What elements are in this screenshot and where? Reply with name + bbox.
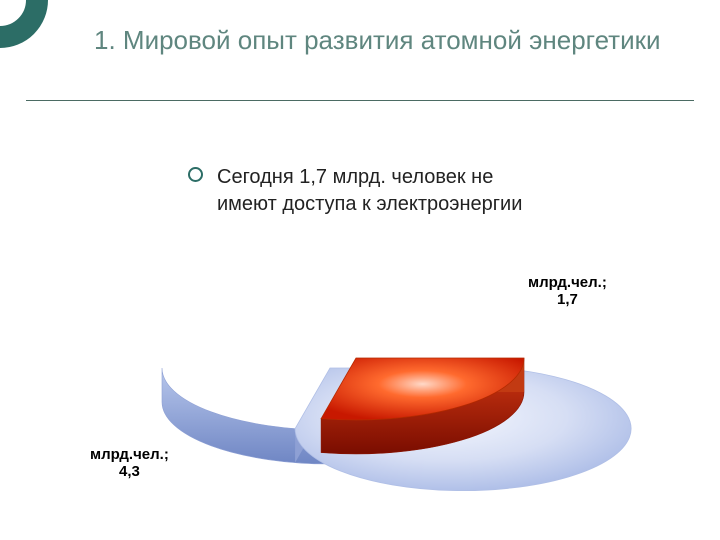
corner-ring-icon — [0, 0, 48, 48]
slide: 1. Мировой опыт развития атомной энергет… — [0, 0, 720, 540]
pie-label-with-access-unit: млрд.чел.; — [90, 446, 169, 463]
body-line-2: имеют доступа к электроэнергии — [217, 193, 522, 215]
pie-label-no-access: млрд.чел.; 1,7 — [528, 274, 607, 309]
pie-label-with-access: млрд.чел.; 4,3 — [90, 446, 169, 481]
bullet-ring-icon — [188, 167, 203, 182]
pie-chart-3d: млрд.чел.; 1,7 млрд.чел.; 4,3 — [80, 250, 640, 510]
pie-label-no-access-unit: млрд.чел.; — [528, 274, 607, 291]
body-text: Сегодня 1,7 млрд. человек не имеют досту… — [188, 164, 666, 218]
pie-label-no-access-value: 1,7 — [557, 291, 578, 308]
pie-label-with-access-value: 4,3 — [119, 463, 140, 480]
slide-title: 1. Мировой опыт развития атомной энергет… — [94, 24, 684, 57]
body-line-1: Сегодня 1,7 млрд. человек не — [217, 166, 493, 188]
title-underline — [26, 100, 694, 101]
